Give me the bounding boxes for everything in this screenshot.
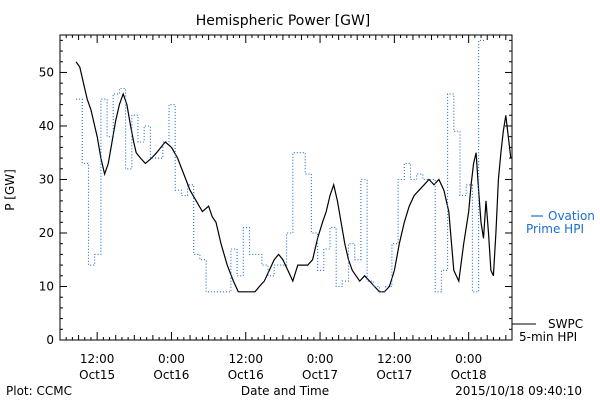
footer-timestamp: 2015/10/18 09:40:10 (455, 384, 582, 398)
y-tick-label: 10 (39, 279, 54, 293)
y-tick-label: 40 (39, 119, 54, 133)
y-tick-label: 20 (39, 226, 54, 240)
y-axis-label: P [GW] (3, 169, 17, 211)
series-swpc-line (75, 61, 512, 293)
swpc-legend-label-1: SWPC (548, 317, 583, 331)
x-tick-date-label: Oct18 (451, 368, 487, 382)
x-tick-time-label: 0:00 (158, 352, 185, 366)
y-tick-label: 30 (39, 172, 54, 186)
series-layer (75, 39, 512, 293)
x-tick-time-label: 12:00 (80, 352, 115, 366)
chart-title: Hemispheric Power [GW] (196, 13, 371, 29)
x-tick-date-label: Oct16 (228, 368, 264, 382)
ovation-legend-label-2: Prime HPI (526, 222, 584, 236)
x-tick-date-label: Oct17 (376, 368, 412, 382)
x-axis: 12:00 Oct15 0:00 Oct16 12:00 Oct16 0:00 Oct17 12… (65, 35, 507, 382)
x-tick-time-label: 12:00 (228, 352, 263, 366)
series-ovation-line (76, 39, 485, 293)
swpc-legend-label-2: 5-min HPI (519, 330, 577, 344)
footer-plot-source: Plot: CCMC (6, 384, 72, 398)
x-tick-date-label: Oct16 (153, 368, 189, 382)
x-tick-date-label: Oct15 (79, 368, 115, 382)
x-tick-time-label: 12:00 (377, 352, 412, 366)
x-tick-time-label: 0:00 (455, 352, 482, 366)
y-tick-label: 50 (39, 65, 54, 79)
x-axis-label: Date and Time (241, 384, 329, 398)
y-axis: 0 10 20 30 40 50 (39, 39, 512, 347)
x-tick-date-label: Oct17 (302, 368, 338, 382)
y-tick-label: 0 (46, 333, 54, 347)
plot-frame (59, 34, 513, 341)
ovation-legend-label-1: Ovation (548, 209, 595, 223)
x-tick-time-label: 0:00 (307, 352, 334, 366)
